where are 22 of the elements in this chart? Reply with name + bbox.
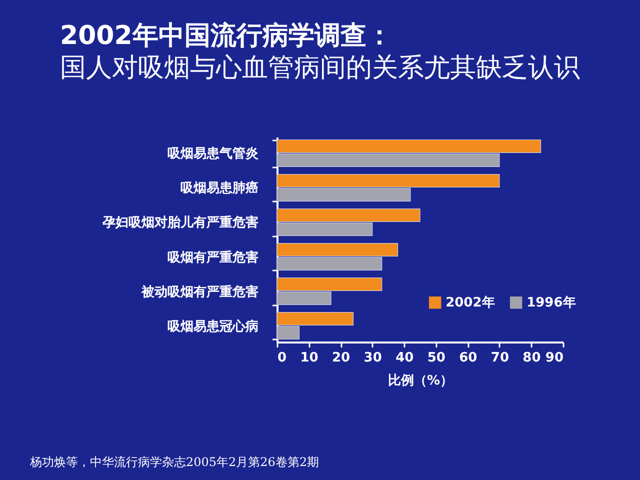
x-tick-label: 60 bbox=[459, 350, 478, 366]
x-tick-label: 90 bbox=[545, 350, 564, 366]
y-tick-label: 吸烟易患气管炎 bbox=[168, 146, 258, 162]
legend-label: 2002年 bbox=[446, 296, 495, 311]
legend-label: 1996年 bbox=[526, 296, 576, 311]
x-tick-label: 50 bbox=[427, 350, 446, 366]
x-tick-label: 30 bbox=[364, 350, 382, 366]
x-tick-label: 0 bbox=[278, 350, 287, 366]
x-tick-label: 40 bbox=[396, 350, 414, 366]
chart-title: 2002年中国流行病学调查： bbox=[60, 21, 392, 51]
x-axis-title: 比例（%） bbox=[388, 374, 454, 388]
y-tick-label: 吸烟易患肺癌 bbox=[180, 180, 258, 196]
chart-subtitle: 国人对吸烟与心血管病间的关系尤其缺乏认识 bbox=[60, 53, 580, 83]
y-tick-label: 孕妇吸烟对胎儿有严重危害 bbox=[102, 214, 258, 231]
x-tick-label: 80 bbox=[522, 350, 541, 366]
text: 杨功焕等，中华流行病学杂志2005年2月第26卷第2期 bbox=[29, 455, 320, 469]
y-tick-label: 被动吸烟有严重危害 bbox=[140, 284, 258, 300]
x-tick-label: 70 bbox=[490, 350, 509, 366]
x-tick-label: 10 bbox=[300, 350, 318, 366]
y-tick-label: 吸烟易患冠心病 bbox=[168, 318, 258, 334]
x-tick-label: 20 bbox=[332, 350, 350, 366]
y-tick-label: 吸烟有严重危害 bbox=[168, 249, 258, 266]
